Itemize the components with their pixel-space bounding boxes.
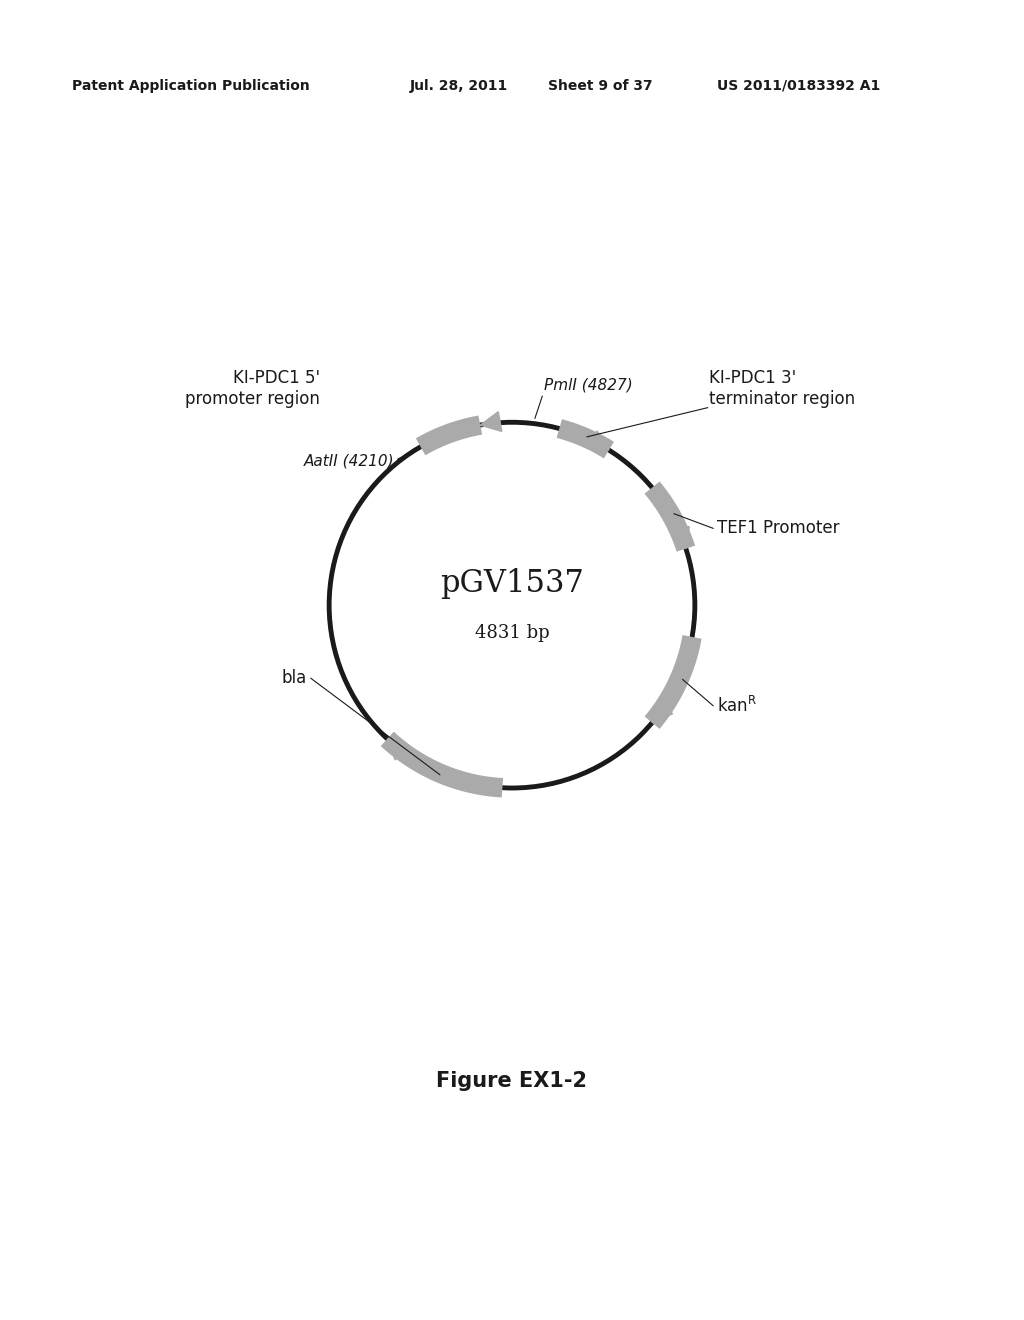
Polygon shape — [587, 430, 609, 450]
Text: pGV1537: pGV1537 — [440, 568, 584, 599]
Text: Sheet 9 of 37: Sheet 9 of 37 — [548, 79, 652, 92]
Text: Figure EX1-2: Figure EX1-2 — [436, 1071, 588, 1090]
Text: KI-PDC1 3'
terminator region: KI-PDC1 3' terminator region — [710, 368, 856, 408]
Polygon shape — [387, 739, 409, 760]
Text: kan$^\mathregular{R}$: kan$^\mathregular{R}$ — [717, 696, 757, 715]
Text: 4831 bp: 4831 bp — [475, 623, 549, 642]
Polygon shape — [652, 701, 673, 722]
Text: bla: bla — [282, 669, 307, 688]
Text: AatII (4210): AatII (4210) — [303, 454, 394, 469]
Text: Jul. 28, 2011: Jul. 28, 2011 — [410, 79, 508, 92]
Text: PmlI (4827): PmlI (4827) — [544, 378, 633, 392]
Polygon shape — [480, 412, 502, 432]
Text: US 2011/0183392 A1: US 2011/0183392 A1 — [717, 79, 880, 92]
Text: Patent Application Publication: Patent Application Publication — [72, 79, 309, 92]
Polygon shape — [670, 527, 689, 549]
Text: TEF1 Promoter: TEF1 Promoter — [717, 519, 840, 537]
Text: KI-PDC1 5'
promoter region: KI-PDC1 5' promoter region — [185, 368, 319, 408]
